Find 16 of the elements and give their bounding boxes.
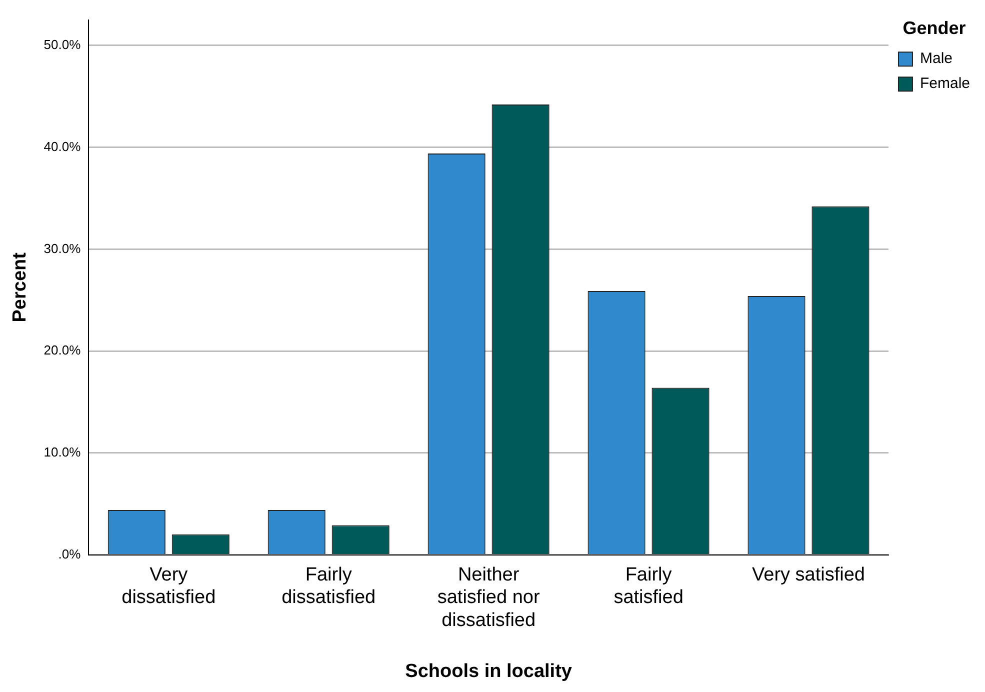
y-axis-title: Percent	[10, 252, 31, 322]
x-tick-label: Neither satisfied nor dissatisfied	[437, 564, 540, 632]
y-tick-label: 40.0%	[44, 138, 82, 154]
x-tick-label: Very satisfied	[752, 564, 865, 586]
x-tick-label: Very dissatisfied	[122, 564, 216, 608]
y-tick-label: 30.0%	[44, 240, 82, 256]
y-tick-label: 10.0%	[44, 444, 82, 460]
x-tick-label: Fairly dissatisfied	[282, 564, 376, 608]
legend-title: Gender	[902, 18, 966, 38]
y-tick-label: 20.0%	[44, 342, 82, 358]
x-tick-label: Fairly satisfied	[614, 564, 684, 608]
legend-label: Female	[920, 75, 970, 92]
y-tick-label: 50.0%	[44, 37, 82, 52]
legend-label: Male	[920, 50, 952, 68]
x-axis-title: Schools in locality	[405, 660, 572, 682]
y-tick-label: .0%	[58, 546, 82, 562]
